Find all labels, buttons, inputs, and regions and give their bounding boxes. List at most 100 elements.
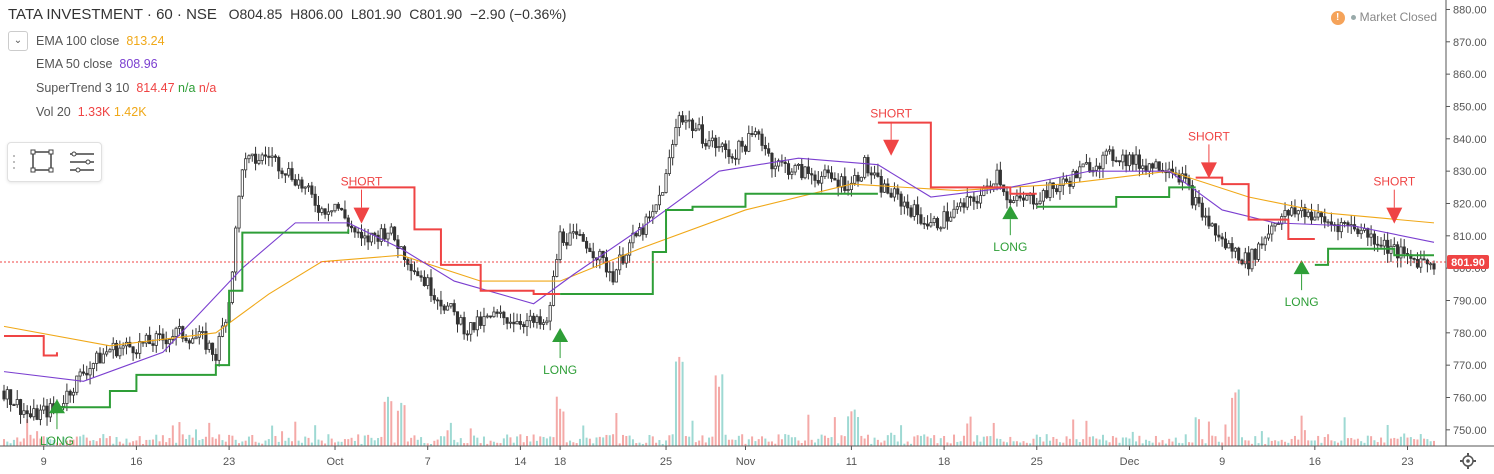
candle-up <box>1210 223 1214 227</box>
supertrend-signals: LONG SHORT LONG SHORT LONG SHORT LONG SHORT <box>40 107 1416 448</box>
volume-bar <box>761 436 764 446</box>
volume-bar <box>320 440 323 446</box>
volume-bar <box>595 437 598 446</box>
volume-bar <box>1277 441 1280 446</box>
rectangle-select-icon[interactable] <box>30 149 54 173</box>
candle-down <box>1220 236 1224 240</box>
indicator-supertrend[interactable]: SuperTrend 3 10 814.47 n/a n/a <box>36 81 216 95</box>
volume-bar <box>681 361 684 446</box>
list-lines-icon[interactable] <box>70 151 94 173</box>
candle-up <box>939 227 943 230</box>
candle-down <box>700 124 705 144</box>
candle-up <box>1141 165 1145 169</box>
volume-bar <box>1141 443 1144 446</box>
volume-bar <box>420 437 423 446</box>
candle-down <box>1237 247 1241 261</box>
candle-up <box>121 345 125 349</box>
volume-bar <box>1370 436 1373 446</box>
volume-bar <box>314 425 317 446</box>
symbol-title[interactable]: TATA INVESTMENT · 60 · NSE <box>8 6 217 23</box>
volume-bar <box>1194 417 1197 446</box>
candle-up <box>75 375 79 393</box>
volume-bar <box>933 435 936 446</box>
volume-bar <box>1085 420 1088 446</box>
long-signal-label: LONG <box>40 434 74 448</box>
candle-up <box>710 137 714 142</box>
volume-bar <box>1260 431 1263 446</box>
candle-up <box>207 342 211 350</box>
candle-up <box>796 163 801 166</box>
candle-down <box>419 275 423 278</box>
long-arrow-icon <box>1293 260 1310 275</box>
candle-up <box>386 232 390 240</box>
volume-bar <box>1267 437 1270 446</box>
volume-bar <box>612 434 615 446</box>
warning-icon[interactable]: ! <box>1330 10 1345 25</box>
candle-up <box>839 176 844 188</box>
collapse-legend-button[interactable]: ⌄ <box>8 31 28 51</box>
volume-bar <box>1386 424 1389 446</box>
candle-up <box>118 347 122 357</box>
candle-up <box>1250 248 1254 270</box>
volume-bar <box>909 443 912 446</box>
candle-up <box>753 131 757 135</box>
volume-bar <box>59 443 62 446</box>
volume-bar <box>1300 415 1303 446</box>
volume-bar <box>89 440 92 446</box>
market-status: ! Market Closed <box>1330 10 1437 25</box>
price-axis[interactable]: 880.00 870.00 860.00 850.00 840.00 830.00 820.… <box>0 0 1494 447</box>
candle-up <box>657 194 661 206</box>
volume-bar <box>224 441 227 446</box>
candle-up <box>717 146 721 149</box>
volume-bar <box>1101 434 1104 446</box>
volume-bar <box>1181 443 1184 446</box>
volume-bar <box>512 442 515 446</box>
candle-up <box>379 228 383 242</box>
candle-up <box>1313 216 1317 221</box>
volume-bar <box>1012 441 1015 446</box>
settings-gear-icon[interactable] <box>1460 453 1476 469</box>
time-tick-label: 16 <box>1309 456 1321 468</box>
volume-bar <box>708 437 711 446</box>
candle-down <box>786 163 791 175</box>
volume-bar <box>79 436 82 446</box>
drag-handle-icon[interactable] <box>13 155 15 169</box>
price-tick-label: 820.00 <box>1453 198 1487 210</box>
candle-down <box>604 257 609 273</box>
time-axis[interactable]: 9 16 23 Oct 7 14 18 25 Nov 11 18 25 Dec 9 16 23 <box>41 446 1414 468</box>
candle-up <box>1419 258 1423 268</box>
volume-bar <box>1121 437 1124 446</box>
indicator-ema50[interactable]: EMA 50 close 808.96 <box>36 57 158 71</box>
volume-bar <box>1045 434 1048 446</box>
candle-down <box>25 410 29 415</box>
volume-bar <box>1015 441 1018 446</box>
volume-bar <box>214 438 217 446</box>
candle-down <box>1114 160 1118 162</box>
time-tick-label: 16 <box>130 456 142 468</box>
short-signal-label: SHORT <box>870 107 912 121</box>
candle-up <box>62 403 66 407</box>
volume-bar <box>1313 440 1316 446</box>
volume-bar <box>1138 435 1141 446</box>
candle-down <box>293 179 297 186</box>
volume-bar <box>1330 440 1333 446</box>
volume-bar <box>1270 440 1273 446</box>
volume-bar <box>132 441 135 446</box>
volume-bar <box>383 401 386 446</box>
candle-down <box>810 173 814 176</box>
indicator-ema100[interactable]: EMA 100 close 813.24 <box>36 34 165 48</box>
candle-down <box>843 176 847 191</box>
candle-down <box>1137 154 1141 169</box>
candle-up <box>661 192 665 196</box>
volume-bar <box>55 442 58 446</box>
volume-bar <box>582 425 585 446</box>
volume-bar <box>439 436 442 446</box>
volume-bar <box>188 434 191 446</box>
volume-bar <box>297 440 300 446</box>
volume-bar <box>880 442 883 446</box>
candle-up <box>1392 244 1396 247</box>
indicator-volume[interactable]: Vol 20 1.33K 1.42K <box>36 105 147 119</box>
short-arrow-icon <box>353 207 370 224</box>
candle-down <box>750 133 754 135</box>
